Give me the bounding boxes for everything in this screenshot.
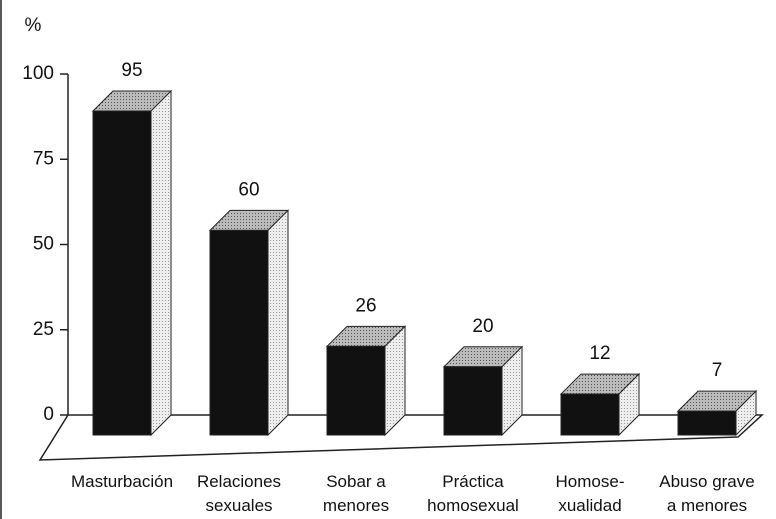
bar [443,366,503,436]
bar [92,110,152,436]
x-tick-label: Masturbación [70,472,174,491]
y-tick-label: 75 [33,148,54,169]
data-label: 20 [472,316,493,337]
data-label: 12 [589,343,610,364]
data-label: 26 [355,295,376,316]
data-label: 7 [712,360,723,381]
y-tick-label: 50 [33,234,54,255]
x-tick-label: Homose- xualidad [555,472,625,515]
floor [38,414,764,461]
bar-side [150,89,172,437]
bar [209,229,269,436]
bar [326,345,386,436]
y-tick-label: 25 [33,319,54,340]
x-tick-label: Relaciones sexuales [196,472,282,515]
bar-side [267,209,289,437]
x-tick-label: Abuso grave a menores [659,472,755,515]
y-tick-label: 0 [43,404,54,425]
bar [677,410,737,436]
x-tick-label: Sobar a menores [322,472,390,515]
x-tick-label: Práctica homosexual [427,472,519,515]
data-label: 95 [121,60,142,81]
data-label: 60 [238,179,259,200]
bar [560,393,620,436]
y-tick-label: 100 [22,63,54,84]
y-axis-label: % [25,15,42,36]
bar-side [384,325,406,437]
